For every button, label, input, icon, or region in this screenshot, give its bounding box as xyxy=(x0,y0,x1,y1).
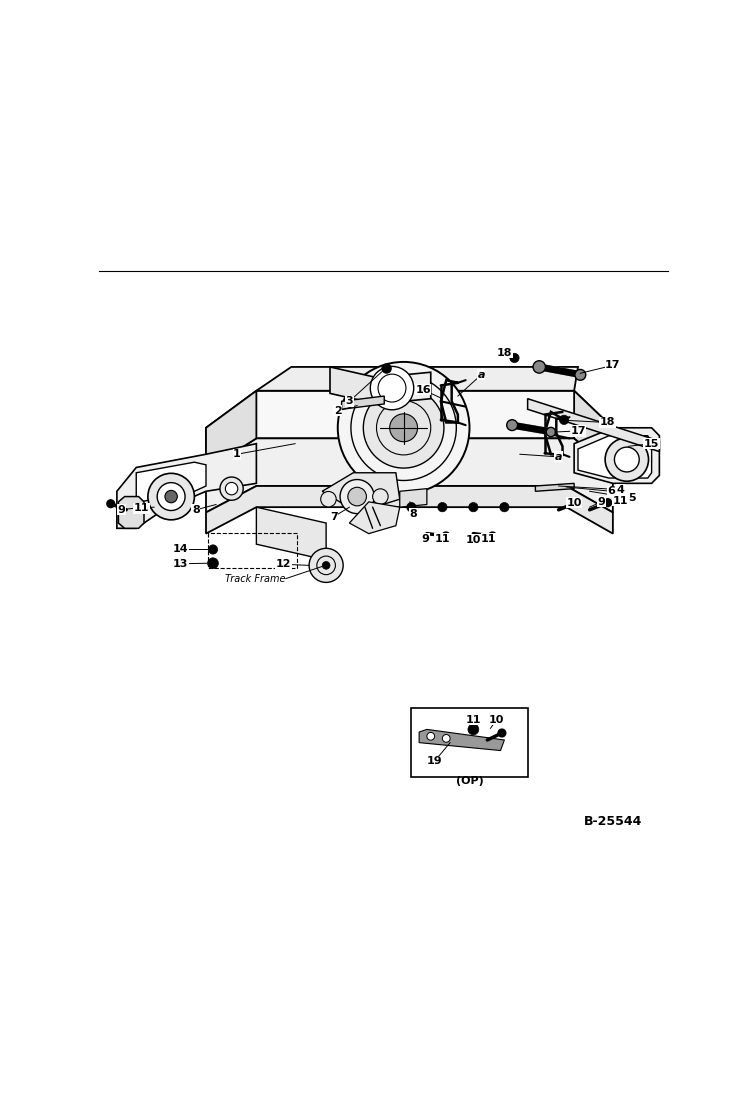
Text: 3: 3 xyxy=(345,396,354,406)
Circle shape xyxy=(363,387,444,468)
Circle shape xyxy=(389,414,418,442)
Polygon shape xyxy=(322,473,400,512)
Circle shape xyxy=(469,502,478,512)
Circle shape xyxy=(340,479,374,513)
Text: 8: 8 xyxy=(410,509,418,519)
Text: 17: 17 xyxy=(605,360,621,371)
Circle shape xyxy=(207,557,219,568)
Circle shape xyxy=(468,724,479,735)
Circle shape xyxy=(533,361,545,373)
Circle shape xyxy=(370,366,413,410)
Circle shape xyxy=(510,353,519,363)
Polygon shape xyxy=(330,366,377,404)
Polygon shape xyxy=(206,439,613,512)
Text: 8: 8 xyxy=(192,505,200,514)
Text: 4: 4 xyxy=(616,485,625,495)
Text: 11: 11 xyxy=(613,496,628,506)
Circle shape xyxy=(437,502,447,512)
Polygon shape xyxy=(536,484,574,491)
Text: 16: 16 xyxy=(415,385,431,395)
Text: 9: 9 xyxy=(422,534,429,544)
Text: 10: 10 xyxy=(489,715,504,725)
Polygon shape xyxy=(349,501,400,533)
Text: 12: 12 xyxy=(276,559,291,569)
Polygon shape xyxy=(256,507,326,561)
Circle shape xyxy=(443,735,450,743)
Circle shape xyxy=(575,370,586,381)
Polygon shape xyxy=(419,730,504,750)
Text: 14: 14 xyxy=(172,544,188,554)
Circle shape xyxy=(165,490,178,502)
Text: 11: 11 xyxy=(434,534,450,544)
Text: 11: 11 xyxy=(466,715,481,725)
Polygon shape xyxy=(574,391,613,471)
Circle shape xyxy=(309,548,343,583)
Circle shape xyxy=(560,415,568,425)
Text: 11: 11 xyxy=(134,504,149,513)
Polygon shape xyxy=(411,709,527,777)
Text: a: a xyxy=(477,370,485,380)
Circle shape xyxy=(614,448,639,472)
Circle shape xyxy=(407,502,416,512)
Circle shape xyxy=(107,500,115,508)
Text: 18: 18 xyxy=(497,348,512,358)
Text: 10: 10 xyxy=(466,535,481,545)
Text: 10: 10 xyxy=(566,498,582,508)
Circle shape xyxy=(604,499,612,507)
Text: 18: 18 xyxy=(600,418,615,428)
Circle shape xyxy=(157,483,185,510)
Polygon shape xyxy=(578,436,652,478)
Circle shape xyxy=(507,420,518,430)
Polygon shape xyxy=(206,486,613,533)
Circle shape xyxy=(322,562,330,569)
Circle shape xyxy=(500,502,509,512)
Circle shape xyxy=(208,545,218,554)
Text: 13: 13 xyxy=(173,558,188,568)
Text: 17: 17 xyxy=(570,426,586,436)
Circle shape xyxy=(427,733,434,740)
Text: B-25544: B-25544 xyxy=(583,815,642,828)
Polygon shape xyxy=(377,372,431,404)
Circle shape xyxy=(498,730,506,737)
Polygon shape xyxy=(206,391,256,471)
Polygon shape xyxy=(117,443,256,529)
Circle shape xyxy=(338,362,470,494)
Text: 2: 2 xyxy=(334,406,342,416)
Text: 15: 15 xyxy=(644,439,659,449)
Text: 5: 5 xyxy=(628,494,636,504)
Polygon shape xyxy=(400,488,427,507)
Circle shape xyxy=(442,532,450,540)
Polygon shape xyxy=(256,366,578,391)
Circle shape xyxy=(382,364,391,373)
Circle shape xyxy=(573,499,580,507)
Circle shape xyxy=(605,438,649,482)
Polygon shape xyxy=(527,398,659,452)
Text: (OP): (OP) xyxy=(455,777,483,787)
Polygon shape xyxy=(118,497,144,529)
Polygon shape xyxy=(574,428,659,484)
Circle shape xyxy=(546,428,556,437)
Text: 1: 1 xyxy=(233,450,241,460)
Circle shape xyxy=(348,487,366,506)
Circle shape xyxy=(321,491,336,507)
Text: Track Frame: Track Frame xyxy=(225,574,286,584)
Polygon shape xyxy=(206,391,613,471)
Circle shape xyxy=(220,477,243,500)
Text: 9: 9 xyxy=(597,497,605,507)
Circle shape xyxy=(148,473,195,520)
Circle shape xyxy=(488,532,497,540)
Text: a: a xyxy=(555,452,562,462)
Polygon shape xyxy=(136,462,206,501)
Circle shape xyxy=(225,483,237,495)
Text: 6: 6 xyxy=(607,486,615,496)
Text: 11: 11 xyxy=(481,534,497,544)
Circle shape xyxy=(372,489,388,505)
Polygon shape xyxy=(342,396,384,409)
Text: 7: 7 xyxy=(330,511,338,522)
Text: 9: 9 xyxy=(118,505,126,514)
Text: 19: 19 xyxy=(427,756,443,766)
